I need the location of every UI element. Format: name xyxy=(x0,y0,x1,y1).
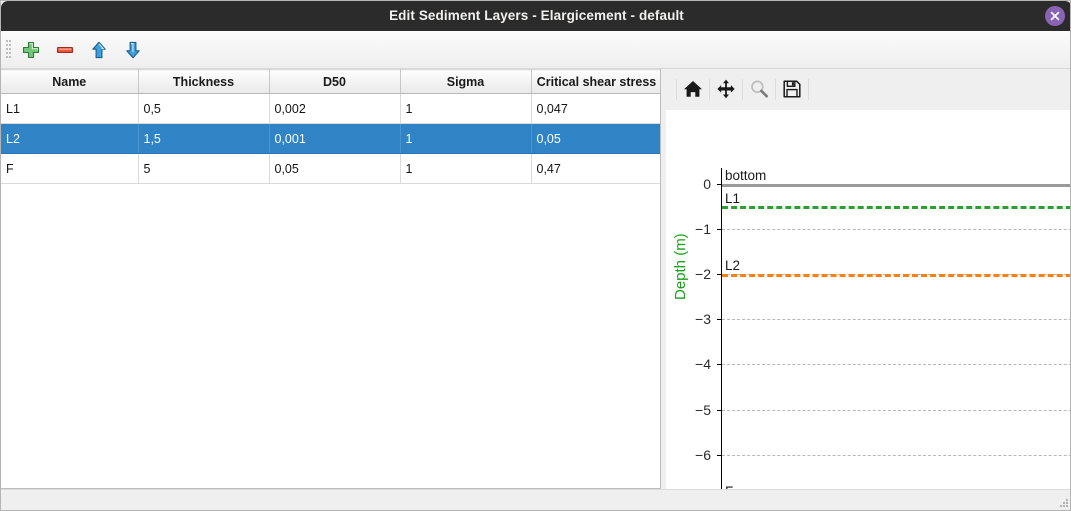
y-tick-label: −5 xyxy=(695,401,711,418)
toolbar-separator xyxy=(709,79,710,100)
grid-line xyxy=(722,409,1070,411)
sediment-layers-table: Name Thickness D50 Sigma Critical shear … xyxy=(1,69,660,184)
depth-profile-panel: Depth (m) 0 −1 −2 −3 xyxy=(666,69,1070,489)
series-label-f: F xyxy=(725,485,733,489)
series-line-l2 xyxy=(722,274,1070,278)
grid-line xyxy=(722,454,1070,456)
y-tick-mark: −4 xyxy=(695,357,721,371)
series-line-bottom xyxy=(722,183,1070,187)
cell-sigma[interactable]: 1 xyxy=(400,123,532,154)
grid-line xyxy=(722,228,1070,230)
cell-critical-shear-stress[interactable]: 0,05 xyxy=(531,123,660,154)
table-row-selected[interactable]: L2 1,5 0,001 1 0,05 xyxy=(1,123,660,154)
y-tick-mark: −6 xyxy=(695,448,721,462)
column-header-critical-shear-stress[interactable]: Critical shear stress xyxy=(531,69,660,94)
zoom-button[interactable] xyxy=(746,78,771,102)
column-header-name[interactable]: Name xyxy=(1,69,139,94)
grid-line xyxy=(722,319,1070,321)
column-header-thickness[interactable]: Thickness xyxy=(138,69,270,94)
layers-table-panel: Name Thickness D50 Sigma Critical shear … xyxy=(1,69,661,489)
cell-d50[interactable]: 0,05 xyxy=(269,153,401,184)
cell-thickness[interactable]: 5 xyxy=(138,153,270,184)
y-tick-mark: 0 xyxy=(703,177,721,191)
cell-name[interactable]: L2 xyxy=(1,123,139,154)
cell-critical-shear-stress[interactable]: 0,47 xyxy=(531,153,660,184)
y-tick-mark: −5 xyxy=(695,403,721,417)
y-axis-spine xyxy=(721,168,722,489)
move-down-button[interactable] xyxy=(120,37,146,63)
add-layer-button[interactable] xyxy=(18,37,44,63)
y-tick-mark: −3 xyxy=(695,312,721,326)
y-tick-label: −2 xyxy=(695,266,711,283)
matplotlib-nav-toolbar xyxy=(666,69,1070,110)
cell-sigma[interactable]: 1 xyxy=(400,153,532,184)
close-icon[interactable] xyxy=(1045,6,1065,26)
table-row[interactable]: F 5 0,05 1 0,47 xyxy=(1,153,660,184)
cell-name[interactable]: F xyxy=(1,153,139,184)
cell-d50[interactable]: 0,002 xyxy=(269,93,401,124)
grid-line xyxy=(722,364,1070,366)
toolbar-separator xyxy=(775,79,776,100)
series-label-l2: L2 xyxy=(725,258,741,274)
title-bar: Edit Sediment Layers - Elargicement - de… xyxy=(1,1,1070,31)
remove-layer-button[interactable] xyxy=(52,37,78,63)
cell-thickness[interactable]: 0,5 xyxy=(138,93,270,124)
panel-splitter[interactable] xyxy=(661,69,666,489)
y-axis-label: Depth (m) xyxy=(672,233,689,300)
move-up-button[interactable] xyxy=(86,37,112,63)
y-tick-label: −1 xyxy=(695,220,711,237)
y-tick-mark: −2 xyxy=(695,267,721,281)
toolbar-grip[interactable] xyxy=(6,40,11,60)
y-tick-label: −4 xyxy=(695,356,711,373)
table-row[interactable]: L1 0,5 0,002 1 0,047 xyxy=(1,93,660,124)
series-line-l1 xyxy=(722,206,1070,210)
cell-critical-shear-stress[interactable]: 0,047 xyxy=(531,93,660,124)
y-tick-label: −6 xyxy=(695,446,711,463)
plot-axes: 0 −1 −2 −3 −4 − xyxy=(695,168,1070,489)
toolbar-separator xyxy=(808,79,809,100)
column-header-d50[interactable]: D50 xyxy=(269,69,401,94)
toolbar-separator xyxy=(742,79,743,100)
cell-name[interactable]: L1 xyxy=(1,93,139,124)
main-toolbar xyxy=(1,31,1070,69)
column-header-sigma[interactable]: Sigma xyxy=(400,69,532,94)
resize-grip[interactable] xyxy=(1060,499,1069,508)
series-label-bottom: bottom xyxy=(725,168,767,183)
window-title: Edit Sediment Layers - Elargicement - de… xyxy=(389,8,684,23)
depth-profile-figure[interactable]: Depth (m) 0 −1 −2 −3 xyxy=(666,110,1070,489)
cell-sigma[interactable]: 1 xyxy=(400,93,532,124)
status-bar xyxy=(1,489,1070,510)
cell-thickness[interactable]: 1,5 xyxy=(138,123,270,154)
save-button[interactable] xyxy=(779,78,804,102)
y-tick-label: 0 xyxy=(703,175,711,192)
table-header-row: Name Thickness D50 Sigma Critical shear … xyxy=(1,69,660,94)
toolbar-separator xyxy=(676,79,677,100)
cell-d50[interactable]: 0,001 xyxy=(269,123,401,154)
series-label-l1: L1 xyxy=(725,190,741,206)
pan-button[interactable] xyxy=(713,78,738,102)
y-tick-label: −3 xyxy=(695,311,711,328)
y-tick-mark: −1 xyxy=(695,222,721,236)
home-button[interactable] xyxy=(680,78,705,102)
